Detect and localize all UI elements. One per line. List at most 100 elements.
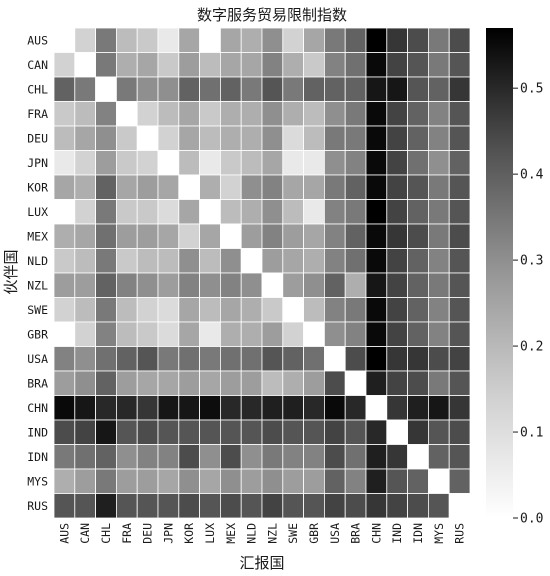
heatmap-cell-MEX-CHN xyxy=(365,223,388,249)
heatmap-cell-AUS-CHL xyxy=(95,27,117,53)
heatmap-cell-KOR-RUS xyxy=(448,174,471,200)
heatmap-cell-SWE-DEU xyxy=(136,297,159,323)
x-tick-CAN: CAN xyxy=(78,523,92,544)
heatmap-cell-RUS-LUX xyxy=(199,493,221,519)
heatmap-cell-RUS-MEX xyxy=(219,493,242,519)
heatmap-cell-MYS-JPN xyxy=(157,468,180,494)
heatmap-cell-USA-NZL xyxy=(261,346,284,372)
heatmap-cell-GBR-JPN xyxy=(157,321,180,347)
heatmap-cell-SWE-KOR xyxy=(178,297,201,323)
heatmap-cell-AUS-USA xyxy=(323,27,346,53)
heatmap-cell-USA-KOR xyxy=(178,346,201,372)
heatmap-cell-FRA-AUS xyxy=(53,101,76,127)
heatmap-cell-NLD-MYS xyxy=(427,248,450,274)
heatmap-cell-NZL-BRA xyxy=(344,272,367,298)
heatmap-cell-JPN-CAN xyxy=(74,150,97,176)
heatmap-cell-CHL-IDN xyxy=(407,76,429,102)
heatmap-cell-AUS-LUX xyxy=(199,27,221,53)
heatmap-cell-CHL-KOR xyxy=(178,76,201,102)
heatmap-cell-LUX-FRA xyxy=(116,199,138,225)
heatmap-cell-BRA-IDN xyxy=(407,370,429,396)
heatmap-cell-DEU-JPN xyxy=(157,125,180,151)
heatmap-cell-CHL-NLD xyxy=(240,76,263,102)
colorbar-ticks: 0.0 0.1 0.2 0.3 0.4 0.5 xyxy=(513,82,544,527)
heatmap-cell-DEU-IDN xyxy=(407,125,429,151)
heatmap-cell-BRA-FRA xyxy=(116,370,138,396)
heatmap-cell-KOR-MYS xyxy=(427,174,450,200)
heatmap-cell-GBR-CAN xyxy=(74,321,97,347)
heatmap-cell-FRA-JPN xyxy=(157,101,180,127)
heatmap-cell-JPN-CHL xyxy=(95,150,117,176)
x-tick-SWE: SWE xyxy=(286,523,300,544)
heatmap-cell-CAN-USA xyxy=(323,52,346,78)
heatmap-cell-NZL-FRA xyxy=(116,272,138,298)
heatmap-cell-SWE-LUX xyxy=(199,297,221,323)
heatmap-cell-NZL-USA xyxy=(323,272,346,298)
heatmap-cell-RUS-NZL xyxy=(261,493,284,519)
heatmap-cell-SWE-CHL xyxy=(95,297,117,323)
heatmap-cell-CHL-CAN xyxy=(74,76,97,102)
heatmap-cell-BRA-RUS xyxy=(448,370,471,396)
heatmap-cell-RUS-NLD xyxy=(240,493,263,519)
y-tick-IND: IND xyxy=(27,425,48,439)
x-axis-label: 汇报国 xyxy=(239,554,284,572)
heatmap-cell-GBR-KOR xyxy=(178,321,201,347)
heatmap-cell-KOR-IND xyxy=(386,174,408,200)
heatmap-cell-IDN-MEX xyxy=(219,444,242,470)
heatmap-cell-NZL-NZL xyxy=(261,272,284,298)
heatmap-cell-JPN-USA xyxy=(323,150,346,176)
heatmap-cell-CAN-AUS xyxy=(53,52,76,78)
heatmap-cell-GBR-FRA xyxy=(116,321,138,347)
heatmap-cell-JPN-JPN xyxy=(157,150,180,176)
x-tick-RUS: RUS xyxy=(453,523,467,544)
heatmap-cell-IND-NZL xyxy=(261,419,284,445)
heatmap-cell-FRA-CAN xyxy=(74,101,97,127)
x-tick-LUX: LUX xyxy=(203,523,217,544)
heatmap-cell-LUX-BRA xyxy=(344,199,367,225)
heatmap-cell-NZL-MYS xyxy=(427,272,450,298)
x-tick-GBR: GBR xyxy=(307,523,321,544)
heatmap-cell-CHN-RUS xyxy=(448,395,471,421)
heatmap-cell-CHN-IDN xyxy=(407,395,429,421)
heatmap-cell-GBR-NZL xyxy=(261,321,284,347)
heatmap-cell-SWE-BRA xyxy=(344,297,367,323)
heatmap-cell-LUX-SWE xyxy=(282,199,304,225)
y-tick-GBR: GBR xyxy=(27,327,48,341)
heatmap-cell-GBR-IDN xyxy=(407,321,429,347)
heatmap-cell-NLD-BRA xyxy=(344,248,367,274)
heatmap-cell-IND-MEX xyxy=(219,419,242,445)
y-axis-label: 伙伴国 xyxy=(2,249,20,294)
heatmap-cell-IDN-GBR xyxy=(303,444,325,470)
heatmap-cell-JPN-GBR xyxy=(303,150,325,176)
heatmap-cell-LUX-GBR xyxy=(303,199,325,225)
heatmap-cell-CAN-CHL xyxy=(95,52,117,78)
heatmap-cell-CHN-SWE xyxy=(282,395,304,421)
heatmap-cell-FRA-MEX xyxy=(219,101,242,127)
heatmap-cell-IND-CHL xyxy=(95,419,117,445)
heatmap-cell-MEX-CAN xyxy=(74,223,97,249)
heatmap-cell-RUS-IND xyxy=(386,493,408,519)
heatmap-cell-IDN-RUS xyxy=(448,444,471,470)
heatmap-cell-RUS-KOR xyxy=(178,493,201,519)
heatmap-cell-BRA-NLD xyxy=(240,370,263,396)
y-tick-IDN: IDN xyxy=(27,450,48,464)
heatmap-cell-CHL-LUX xyxy=(199,76,221,102)
heatmap-cell-FRA-CHL xyxy=(95,101,117,127)
heatmap-cell-SWE-SWE xyxy=(282,297,304,323)
heatmap-cell-IDN-CAN xyxy=(74,444,97,470)
y-tick-labels: AUS CAN CHL FRA DEU JPN KOR LUX MEX NLD NZL SWE GBR U… xyxy=(27,33,48,513)
heatmap-cell-GBR-RUS xyxy=(448,321,471,347)
heatmap-cell-LUX-KOR xyxy=(178,199,201,225)
heatmap-cell-GBR-MYS xyxy=(427,321,450,347)
heatmap-cell-MYS-GBR xyxy=(303,468,325,494)
heatmap-cell-DEU-MYS xyxy=(427,125,450,151)
heatmap-cell-LUX-NLD xyxy=(240,199,263,225)
heatmap-cell-NZL-KOR xyxy=(178,272,201,298)
heatmap-cell-CHL-MYS xyxy=(427,76,450,102)
colorbar-tick-label: 0.5 xyxy=(520,82,543,97)
heatmap-cell-MEX-DEU xyxy=(136,223,159,249)
heatmap-cell-JPN-CHN xyxy=(365,150,388,176)
heatmap-cell-FRA-GBR xyxy=(303,101,325,127)
heatmap-cell-NLD-MEX xyxy=(219,248,242,274)
heatmap-cell-GBR-CHN xyxy=(365,321,388,347)
